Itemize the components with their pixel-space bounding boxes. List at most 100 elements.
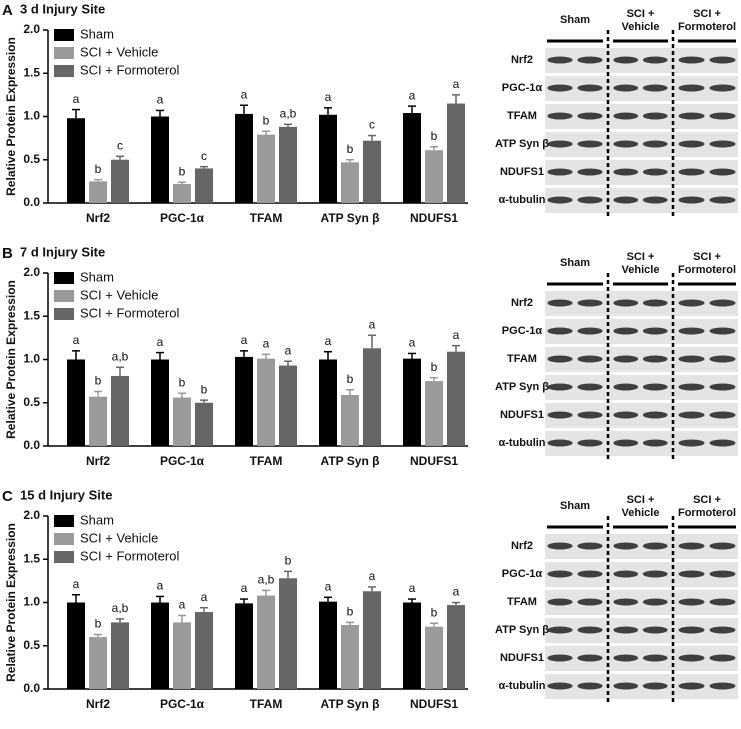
blot-band: [709, 654, 736, 662]
blot-strip: [545, 319, 738, 344]
blot-band: [642, 168, 668, 176]
significance-letter: b: [179, 375, 186, 389]
blot-row-label: α-tubulin: [498, 194, 545, 206]
blot-band: [678, 168, 705, 176]
blot-band: [642, 140, 668, 148]
blot-group-label: SCI +: [693, 251, 721, 263]
bar: [195, 612, 213, 689]
blot-strip: [545, 590, 738, 615]
significance-letter: c: [201, 149, 207, 163]
blot-row-label: PGC-1α: [502, 568, 543, 580]
significance-letter: b: [201, 382, 208, 396]
bar: [235, 113, 253, 203]
significance-letter: a: [73, 577, 80, 591]
blot-band: [678, 112, 705, 120]
blot-band: [642, 682, 668, 690]
bar: [425, 150, 443, 203]
x-tick-label: Nrf2: [86, 211, 110, 225]
blot-strip: [545, 618, 738, 643]
blot-strip: [545, 76, 738, 101]
significance-letter: a: [325, 579, 332, 593]
bar: [403, 113, 421, 203]
y-tick-label: 0.5: [23, 638, 40, 652]
legend-swatch: [54, 47, 74, 59]
blot-row-label: TFAM: [507, 353, 537, 365]
blot-band: [709, 411, 736, 419]
blot-band: [613, 355, 639, 363]
blot-band: [642, 598, 668, 606]
blot-band: [678, 355, 705, 363]
blot-band: [642, 439, 668, 447]
blot-band: [709, 542, 736, 550]
blot-strip: [545, 674, 738, 699]
y-tick-label: 1.5: [23, 551, 40, 565]
blot-band: [613, 682, 639, 690]
blot-row-label: Nrf2: [511, 540, 533, 552]
blot-group-label: SCI +: [693, 8, 721, 20]
significance-letter: a: [241, 87, 248, 101]
blot-band: [547, 411, 573, 419]
blot-band: [709, 327, 736, 335]
blot-band: [613, 196, 639, 204]
blot-band: [709, 84, 736, 92]
blot-band: [547, 56, 573, 64]
blot-band: [613, 598, 639, 606]
blot-group-label: Sham: [560, 257, 590, 269]
blot-band: [547, 682, 573, 690]
significance-letter: a: [179, 598, 186, 612]
y-tick-label: 0.0: [23, 195, 40, 209]
legend-label: SCI + Formoterol: [80, 548, 179, 563]
blot-row-label: Nrf2: [511, 297, 533, 309]
blot-band: [678, 383, 705, 391]
significance-letter: a,b: [258, 573, 275, 587]
blot-band: [547, 355, 573, 363]
blot-band: [709, 140, 736, 148]
significance-letter: b: [431, 605, 438, 619]
legend-label: Sham: [80, 26, 114, 41]
blot-band: [613, 439, 639, 447]
blot-band: [642, 112, 668, 120]
blot-row-label: ATP Syn β: [495, 138, 549, 150]
blot-band: [547, 196, 573, 204]
significance-letter: a: [157, 579, 164, 593]
bar: [173, 183, 191, 203]
y-tick-label: 0.0: [23, 681, 40, 695]
significance-letter: b: [431, 129, 438, 143]
blot-band: [577, 84, 603, 92]
x-tick-label: Nrf2: [86, 697, 110, 711]
blot-group-label: SCI +: [693, 494, 721, 506]
x-tick-label: ATP Syn β: [321, 697, 380, 711]
legend-swatch: [54, 29, 74, 41]
bar: [67, 602, 85, 689]
blot-group-label: Vehicle: [622, 507, 660, 519]
bar: [363, 348, 381, 446]
blot-band: [678, 196, 705, 204]
blot-band: [642, 411, 668, 419]
significance-letter: b: [263, 113, 270, 127]
blot-band: [613, 383, 639, 391]
significance-letter: a: [263, 336, 270, 350]
legend-label: Sham: [80, 269, 114, 284]
blot-band: [613, 56, 639, 64]
blot-band: [547, 542, 573, 550]
x-tick-label: PGC-1α: [160, 454, 205, 468]
y-axis-label: Relative Protein Expression: [4, 37, 18, 196]
legend-swatch: [54, 533, 74, 545]
significance-letter: a: [453, 585, 460, 599]
blot-band: [709, 299, 736, 307]
bar: [195, 402, 213, 446]
bar: [111, 375, 129, 446]
blot-band: [547, 299, 573, 307]
blot-band: [577, 56, 603, 64]
significance-letter: a: [241, 333, 248, 347]
blot-band: [709, 598, 736, 606]
blot-group-label: Sham: [560, 500, 590, 512]
blot-band: [577, 299, 603, 307]
blot-band: [678, 542, 705, 550]
blot-band: [547, 383, 573, 391]
legend-label: Sham: [80, 512, 114, 527]
bar: [279, 126, 297, 203]
blot-strip: [545, 291, 738, 316]
y-tick-label: 1.0: [23, 109, 40, 123]
blot-strip: [545, 160, 738, 185]
